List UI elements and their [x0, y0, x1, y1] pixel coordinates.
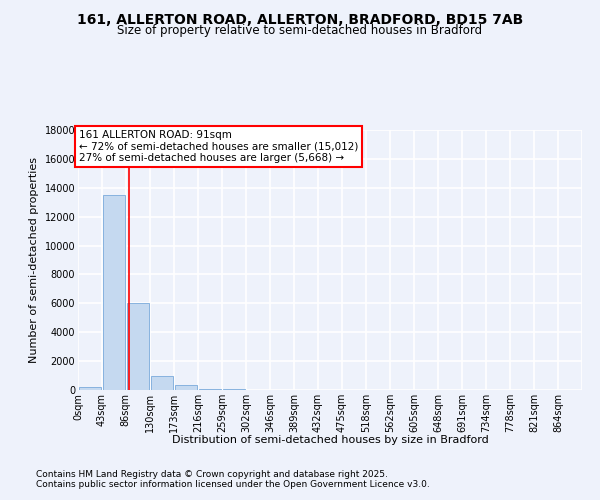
Text: Contains public sector information licensed under the Open Government Licence v3: Contains public sector information licen…	[36, 480, 430, 489]
Bar	[127, 304, 149, 390]
Text: Size of property relative to semi-detached houses in Bradford: Size of property relative to semi-detach…	[118, 24, 482, 37]
Text: 161, ALLERTON ROAD, ALLERTON, BRADFORD, BD15 7AB: 161, ALLERTON ROAD, ALLERTON, BRADFORD, …	[77, 12, 523, 26]
Y-axis label: Number of semi-detached properties: Number of semi-detached properties	[29, 157, 39, 363]
Text: 161 ALLERTON ROAD: 91sqm
← 72% of semi-detached houses are smaller (15,012)
27% : 161 ALLERTON ROAD: 91sqm ← 72% of semi-d…	[79, 130, 358, 163]
Bar	[175, 385, 197, 390]
Bar	[79, 387, 101, 390]
Bar	[199, 388, 221, 390]
Text: Contains HM Land Registry data © Crown copyright and database right 2025.: Contains HM Land Registry data © Crown c…	[36, 470, 388, 479]
X-axis label: Distribution of semi-detached houses by size in Bradford: Distribution of semi-detached houses by …	[172, 435, 488, 445]
Bar	[151, 376, 173, 390]
Bar	[103, 195, 125, 390]
